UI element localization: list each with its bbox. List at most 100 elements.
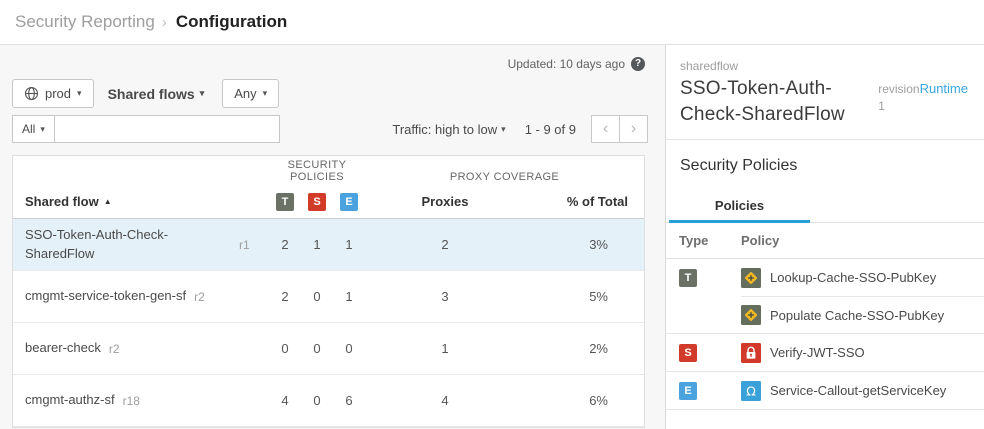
table-row[interactable]: cmgmt-service-token-gen-sf r2 2 0 1 3 5% bbox=[13, 271, 644, 323]
policy-group-extension: E Ω Service-Callout-getServiceKey bbox=[666, 372, 984, 411]
tab-policies[interactable]: Policies bbox=[669, 191, 810, 224]
policy-item[interactable]: Ω Service-Callout-getServiceKey bbox=[741, 372, 984, 409]
search-scope-dropdown[interactable]: All ▾ bbox=[12, 115, 55, 143]
search-scope-label: All bbox=[22, 122, 36, 136]
any-filter-label: Any bbox=[234, 86, 257, 101]
shared-flows-table: SECURITY POLICIES PROXY COVERAGE Shared … bbox=[12, 155, 645, 428]
policy-item[interactable]: Lookup-Cache-SSO-PubKey bbox=[741, 259, 984, 296]
pct-of-total: 2% bbox=[589, 341, 608, 356]
pct-of-total: 3% bbox=[589, 237, 608, 252]
table-row[interactable]: SSO-Token-Auth-Check-SharedFlow r1 2 1 1… bbox=[13, 219, 644, 271]
extension-policy-count: 6 bbox=[345, 393, 353, 408]
security-policy-badge-icon: S bbox=[679, 344, 697, 363]
shared-flow-name[interactable]: cmgmt-service-token-gen-sf bbox=[25, 288, 187, 304]
extension-policy-count: 0 bbox=[345, 341, 353, 356]
policies-table: Type Policy T Lookup-Cache-SSO-PubKey bbox=[666, 223, 984, 411]
extension-policy-badge-icon[interactable]: E bbox=[340, 192, 358, 211]
policy-name: Populate Cache-SSO-PubKey bbox=[770, 307, 945, 323]
runtime-link[interactable]: Runtime bbox=[919, 81, 968, 96]
security-policies-group-header: SECURITY POLICIES bbox=[287, 159, 347, 183]
chevron-right-icon: › bbox=[630, 120, 637, 137]
environment-dropdown[interactable]: prod ▾ bbox=[12, 79, 94, 108]
column-header-policy: Policy bbox=[741, 233, 780, 249]
revision-label: r18 bbox=[122, 393, 140, 408]
page-title: Configuration bbox=[175, 12, 288, 31]
column-header-pct-total[interactable]: % of Total bbox=[566, 194, 628, 209]
policy-item[interactable]: Verify-JWT-SSO bbox=[741, 334, 984, 371]
policy-group-security: S Verify-JWT-SSO bbox=[666, 334, 984, 373]
security-policy-count: 0 bbox=[313, 341, 321, 356]
revision-label: revision bbox=[878, 82, 920, 96]
extension-policy-count: 1 bbox=[345, 289, 353, 304]
proxies-count: 3 bbox=[441, 289, 449, 304]
sort-ascending-icon: ▲ bbox=[103, 197, 112, 206]
policy-group-traffic: T Lookup-Cache-SSO-PubKey bbox=[666, 259, 984, 335]
pct-of-total: 5% bbox=[589, 289, 608, 304]
report-panel: Updated: 10 days ago ? prod ▾ Shared flo… bbox=[0, 45, 665, 429]
traffic-policy-count: 4 bbox=[281, 393, 289, 408]
cache-icon bbox=[741, 267, 761, 288]
column-header-proxies[interactable]: Proxies bbox=[421, 194, 469, 209]
pct-of-total: 6% bbox=[589, 393, 608, 408]
shared-flow-name[interactable]: SSO-Token-Auth-Check-SharedFlow bbox=[25, 226, 169, 261]
revision-value: 1 bbox=[878, 98, 885, 113]
security-policy-count: 1 bbox=[313, 237, 321, 252]
security-policy-badge-icon[interactable]: S bbox=[308, 192, 326, 211]
revision-label: r1 bbox=[239, 237, 250, 252]
proxies-count: 2 bbox=[441, 237, 449, 252]
detail-panel-header: sharedflow SSO-Token-Auth-Check-SharedFl… bbox=[666, 45, 984, 141]
policy-name: Lookup-Cache-SSO-PubKey bbox=[770, 270, 937, 286]
proxies-count: 4 bbox=[441, 393, 449, 408]
policy-name: Service-Callout-getServiceKey bbox=[770, 383, 947, 399]
extension-policy-badge-icon: E bbox=[679, 382, 697, 401]
caret-down-icon: ▾ bbox=[40, 123, 45, 134]
main-content: Updated: 10 days ago ? prod ▾ Shared flo… bbox=[0, 45, 984, 429]
pagination-range: 1 - 9 of 9 bbox=[524, 121, 576, 137]
traffic-policy-badge-icon: T bbox=[679, 269, 697, 288]
table-row[interactable]: cmgmt-authz-sf r18 4 0 6 4 6% bbox=[13, 375, 644, 427]
table-group-header-row: SECURITY POLICIES PROXY COVERAGE bbox=[13, 156, 644, 185]
caret-down-icon: ▾ bbox=[501, 123, 506, 134]
caret-down-icon: ▾ bbox=[262, 88, 268, 98]
breadcrumb: Security Reporting › Configuration bbox=[0, 0, 984, 45]
entity-type-label: sharedflow bbox=[680, 59, 739, 73]
traffic-policy-badge-icon[interactable]: T bbox=[276, 192, 294, 211]
table-row[interactable]: bearer-check r2 0 0 0 1 2% bbox=[13, 323, 644, 375]
policies-table-header: Type Policy bbox=[666, 223, 984, 260]
search-input[interactable] bbox=[54, 115, 280, 143]
shared-flow-name[interactable]: bearer-check bbox=[25, 340, 101, 356]
shared-flow-name[interactable]: cmgmt-authz-sf bbox=[25, 392, 115, 408]
pagination-prev-button[interactable]: ‹ bbox=[591, 115, 620, 143]
traffic-sort-label: Traffic: high to low bbox=[392, 121, 498, 137]
security-policy-count: 0 bbox=[313, 289, 321, 304]
scope-dropdown[interactable]: Shared flows ▾ bbox=[108, 86, 205, 102]
svg-text:Ω: Ω bbox=[746, 383, 756, 398]
pagination-next-button[interactable]: › bbox=[619, 115, 648, 143]
proxy-coverage-group-header: PROXY COVERAGE bbox=[449, 171, 560, 183]
detail-tabbar: Policies bbox=[666, 191, 984, 224]
search-bar: All ▾ bbox=[12, 115, 280, 143]
cache-icon bbox=[741, 305, 761, 326]
caret-down-icon: ▾ bbox=[199, 88, 205, 98]
updated-text: Updated: 10 days ago bbox=[507, 56, 625, 71]
lock-icon bbox=[741, 342, 761, 363]
policy-item[interactable]: Populate Cache-SSO-PubKey bbox=[741, 296, 984, 333]
revision-label: r2 bbox=[194, 289, 205, 304]
caret-down-icon: ▾ bbox=[77, 88, 82, 98]
table-column-header-row: Shared flow ▲ T S E Proxies % of Total bbox=[13, 185, 644, 219]
column-header-type: Type bbox=[679, 233, 709, 249]
column-header-shared-flow[interactable]: Shared flow ▲ bbox=[13, 194, 269, 209]
chevron-left-icon: ‹ bbox=[602, 120, 609, 137]
any-filter-dropdown[interactable]: Any ▾ bbox=[222, 79, 280, 108]
breadcrumb-parent-link[interactable]: Security Reporting bbox=[15, 12, 155, 31]
revision-block: revision 1 Runtime bbox=[878, 81, 968, 127]
revision-label: r2 bbox=[108, 341, 120, 356]
detail-panel: sharedflow SSO-Token-Auth-Check-SharedFl… bbox=[665, 45, 984, 429]
traffic-column-header: T bbox=[269, 192, 301, 211]
help-icon[interactable]: ? bbox=[631, 56, 645, 71]
security-column-header: S bbox=[301, 192, 333, 211]
shared-flow-column-label: Shared flow bbox=[25, 194, 99, 209]
scope-label: Shared flows bbox=[107, 85, 195, 102]
policy-name: Verify-JWT-SSO bbox=[770, 345, 865, 361]
traffic-sort-dropdown[interactable]: Traffic: high to low ▾ bbox=[392, 122, 505, 137]
